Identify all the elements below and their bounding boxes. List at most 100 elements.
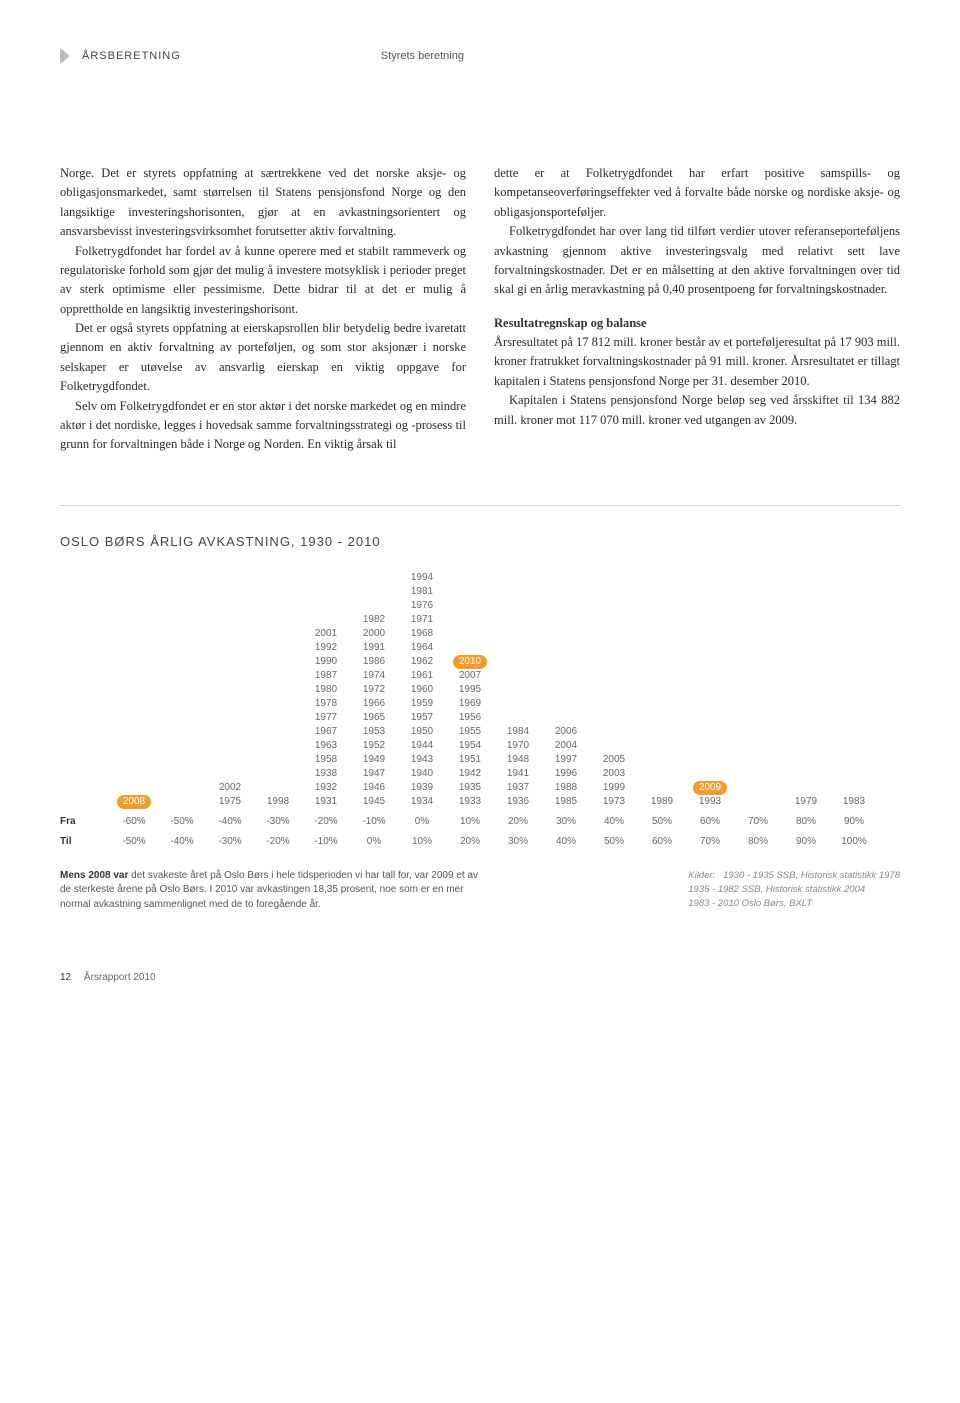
histogram-year: 1984 <box>507 725 529 739</box>
axis-tick: 0% <box>398 815 446 829</box>
histogram-year: 1975 <box>219 795 241 809</box>
histogram-year: 1940 <box>411 767 433 781</box>
histogram-year: 1988 <box>555 781 577 795</box>
histogram-year: 2000 <box>363 627 385 641</box>
chart-footer: Mens 2008 var det svakeste året på Oslo … <box>60 869 900 913</box>
histogram-year: 1953 <box>363 725 385 739</box>
histogram-year: 1959 <box>411 697 433 711</box>
histogram-bin: 1982200019911986197419721966196519531952… <box>350 613 398 809</box>
histogram-year: 1986 <box>363 655 385 669</box>
histogram-year: 1995 <box>459 683 481 697</box>
axis-tick: 20% <box>494 815 542 829</box>
histogram-year: 1947 <box>363 767 385 781</box>
histogram-year: 1934 <box>411 795 433 809</box>
histogram-year: 2004 <box>555 739 577 753</box>
axis-tick: 90% <box>830 815 878 829</box>
para: Årsresultatet på 17 812 mill. kroner bes… <box>494 333 900 391</box>
histogram-year: 1983 <box>843 795 865 809</box>
histogram-year: 1935 <box>459 781 481 795</box>
footer-title: Årsrapport 2010 <box>84 972 156 983</box>
histogram-year: 1978 <box>315 697 337 711</box>
histogram-year: 1951 <box>459 753 481 767</box>
histogram-year: 1963 <box>315 739 337 753</box>
histogram-year: 1991 <box>363 641 385 655</box>
sources-label: Kilder: <box>688 870 715 881</box>
histogram-year: 1987 <box>315 669 337 683</box>
para: Selv om Folketrygdfondet er en stor aktø… <box>60 397 466 455</box>
histogram-year: 1931 <box>315 795 337 809</box>
histogram-year: 1941 <box>507 767 529 781</box>
axis-tick: -30% <box>206 835 254 849</box>
histogram-year: 2002 <box>219 781 241 795</box>
histogram-year: 1994 <box>411 571 433 585</box>
axis-tick: -60% <box>110 815 158 829</box>
histogram-year: 1946 <box>363 781 385 795</box>
histogram-year: 1999 <box>603 781 625 795</box>
axis-row-fra: Fra -60%-50%-40%-30%-20%-10%0%10%20%30%4… <box>60 815 900 829</box>
histogram-year: 1936 <box>507 795 529 809</box>
histogram-year: 2008 <box>117 795 151 809</box>
para: Norge. Det er styrets oppfatning at sært… <box>60 164 466 242</box>
axis-tick: 10% <box>398 835 446 849</box>
page-number: 12 <box>60 972 71 983</box>
histogram-bin: 1979 <box>782 795 830 809</box>
histogram-year: 1942 <box>459 767 481 781</box>
chart-title: OSLO BØRS ÅRLIG AVKASTNING, 1930 - 2010 <box>60 534 900 549</box>
histogram-bin: 1983 <box>830 795 878 809</box>
histogram-year: 1967 <box>315 725 337 739</box>
histogram-year: 1998 <box>267 795 289 809</box>
para: dette er at Folketrygdfondet har erfart … <box>494 164 900 222</box>
histogram-year: 1976 <box>411 599 433 613</box>
axis-tick: 80% <box>734 835 782 849</box>
histogram-year: 1948 <box>507 753 529 767</box>
chart-sources: Kilder: 1930 - 1935 SSB, Historisk stati… <box>688 869 900 913</box>
histogram-year: 2009 <box>693 781 727 795</box>
source-line: 1930 - 1935 SSB, Historisk statistikk 19… <box>718 870 900 881</box>
axis-tick: 50% <box>590 835 638 849</box>
axis-tick: 70% <box>734 815 782 829</box>
histogram-bin: 1989 <box>638 795 686 809</box>
axis-tick: 60% <box>686 815 734 829</box>
histogram-year: 1977 <box>315 711 337 725</box>
histogram-year: 1955 <box>459 725 481 739</box>
histogram-bin: 2001199219901987198019781977196719631958… <box>302 627 350 809</box>
source-line: 1935 - 1982 SSB, Historisk statistikk 20… <box>688 883 900 897</box>
para: Det er også styrets oppfatning at eiersk… <box>60 319 466 397</box>
histogram-bin: 200620041997199619881985 <box>542 725 590 809</box>
axis-tick: 70% <box>686 835 734 849</box>
histogram-year: 1943 <box>411 753 433 767</box>
histogram-year: 1989 <box>651 795 673 809</box>
histogram-year: 1960 <box>411 683 433 697</box>
histogram-year: 1964 <box>411 641 433 655</box>
page-footer: 12 Årsrapport 2010 <box>60 972 900 983</box>
axis-tick: 90% <box>782 835 830 849</box>
histogram-year: 1966 <box>363 697 385 711</box>
histogram-year: 1938 <box>315 767 337 781</box>
histogram-year: 1961 <box>411 669 433 683</box>
axis-tick: -50% <box>158 815 206 829</box>
histogram-year: 1974 <box>363 669 385 683</box>
header-section: ÅRSBERETNING <box>82 50 181 62</box>
axis-tick: -30% <box>254 815 302 829</box>
histogram-bin: 1998 <box>254 795 302 809</box>
axis-tick: -40% <box>206 815 254 829</box>
chart-note-bold: Mens 2008 var <box>60 870 128 881</box>
axis-tick: -10% <box>350 815 398 829</box>
histogram-year: 1980 <box>315 683 337 697</box>
para: Kapitalen i Statens pensjonsfond Norge b… <box>494 391 900 430</box>
axis-tick: 0% <box>350 835 398 849</box>
page-header: ÅRSBERETNING Styrets beretning <box>60 48 900 64</box>
histogram-year: 2003 <box>603 767 625 781</box>
histogram-year: 1973 <box>603 795 625 809</box>
histogram-year: 1970 <box>507 739 529 753</box>
histogram-year: 1945 <box>363 795 385 809</box>
chart-note: Mens 2008 var det svakeste året på Oslo … <box>60 869 480 913</box>
histogram-year: 1962 <box>411 655 433 669</box>
histogram-columns: 2008 20021975 1998 200119921990198719801978… <box>110 571 900 809</box>
histogram-year: 1979 <box>795 795 817 809</box>
histogram-year: 1997 <box>555 753 577 767</box>
histogram-year: 1982 <box>363 613 385 627</box>
histogram-year: 1981 <box>411 585 433 599</box>
histogram-year: 1969 <box>459 697 481 711</box>
histogram-year: 1950 <box>411 725 433 739</box>
